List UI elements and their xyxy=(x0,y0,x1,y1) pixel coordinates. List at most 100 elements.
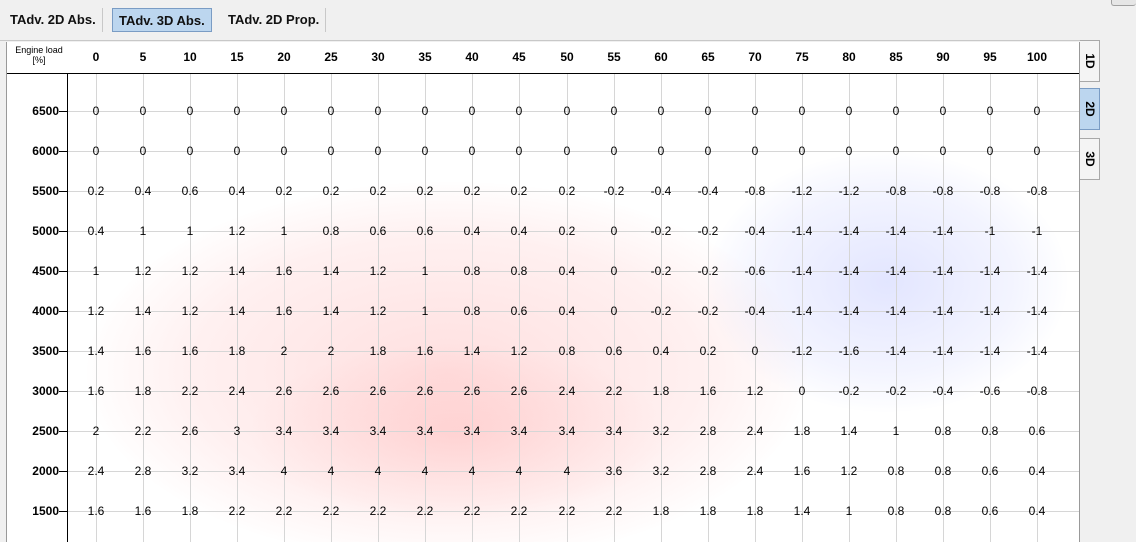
map-cell[interactable]: 1.8 xyxy=(652,504,670,518)
map-cell[interactable]: 2.2 xyxy=(134,424,152,438)
map-cell[interactable]: 1.2 xyxy=(369,264,387,278)
map-cell[interactable]: -0.4 xyxy=(650,184,672,198)
map-cell[interactable]: 0 xyxy=(280,104,288,118)
map-cell[interactable]: 3.4 xyxy=(369,424,387,438)
tab-tadv-2d-abs[interactable]: TAdv. 2D Abs. xyxy=(4,8,103,32)
map-cell[interactable]: 1.4 xyxy=(463,344,481,358)
map-cell[interactable]: 1.6 xyxy=(275,304,293,318)
map-cell[interactable]: 1.8 xyxy=(652,384,670,398)
map-cell[interactable]: -1 xyxy=(1031,224,1043,238)
map-cell[interactable]: -0.4 xyxy=(932,384,954,398)
map-cell[interactable]: 0.6 xyxy=(605,344,623,358)
map-cell[interactable]: 2.2 xyxy=(322,504,340,518)
map-cell[interactable]: 3.2 xyxy=(652,464,670,478)
map-cell[interactable]: 0.4 xyxy=(1028,504,1046,518)
map-cell[interactable]: 4 xyxy=(468,464,476,478)
map-cell[interactable]: 1.2 xyxy=(134,264,152,278)
map-cell[interactable]: 0.4 xyxy=(228,184,246,198)
map-cell[interactable]: 2.8 xyxy=(134,464,152,478)
map-cell[interactable]: 0 xyxy=(751,144,759,158)
map-cell[interactable]: 2.2 xyxy=(416,504,434,518)
map-cell[interactable]: 0.4 xyxy=(652,344,670,358)
map-cell[interactable]: 0.4 xyxy=(558,304,576,318)
map-cell[interactable]: 1.8 xyxy=(181,504,199,518)
map-cell[interactable]: 0 xyxy=(468,104,476,118)
map-cell[interactable]: -0.2 xyxy=(650,264,672,278)
map-cell[interactable]: 2.2 xyxy=(463,504,481,518)
map-cell[interactable]: 0 xyxy=(421,104,429,118)
map-cell[interactable]: 3 xyxy=(233,424,241,438)
map-cell[interactable]: 0 xyxy=(468,144,476,158)
map-cell[interactable]: -1.4 xyxy=(932,344,954,358)
map-cell[interactable]: 0.8 xyxy=(934,464,952,478)
map-cell[interactable]: 1.8 xyxy=(699,504,717,518)
map-cell[interactable]: -1.4 xyxy=(932,264,954,278)
map-cell[interactable]: 0 xyxy=(374,104,382,118)
map-cell[interactable]: 0 xyxy=(892,144,900,158)
map-cell[interactable]: 0.4 xyxy=(134,184,152,198)
map-cell[interactable]: 1.4 xyxy=(840,424,858,438)
map-cell[interactable]: -0.2 xyxy=(650,304,672,318)
map-cell[interactable]: 1 xyxy=(892,424,900,438)
map-cell[interactable]: -0.2 xyxy=(697,224,719,238)
map-cell[interactable]: 0 xyxy=(751,344,759,358)
map-cell[interactable]: -0.6 xyxy=(744,264,766,278)
map-cell[interactable]: 0 xyxy=(186,144,194,158)
map-cell[interactable]: 2.2 xyxy=(510,504,528,518)
map-cell[interactable]: 0 xyxy=(892,104,900,118)
map-cell[interactable]: -0.8 xyxy=(979,184,1001,198)
map-cell[interactable]: 0 xyxy=(610,264,618,278)
map-cell[interactable]: 0.6 xyxy=(416,224,434,238)
map-cell[interactable]: 0 xyxy=(704,144,712,158)
map-cell[interactable]: 1.2 xyxy=(369,304,387,318)
map-cell[interactable]: 1 xyxy=(139,224,147,238)
map-cell[interactable]: 1.8 xyxy=(228,344,246,358)
map-cell[interactable]: 0.2 xyxy=(558,224,576,238)
map-cell[interactable]: 4 xyxy=(374,464,382,478)
map-cell[interactable]: 0 xyxy=(139,144,147,158)
map-cell[interactable]: 1.2 xyxy=(87,304,105,318)
map-cell[interactable]: 0.2 xyxy=(87,184,105,198)
map-cell[interactable]: 3.4 xyxy=(228,464,246,478)
map-cell[interactable]: -1.4 xyxy=(979,304,1001,318)
map-cell[interactable]: 0.2 xyxy=(558,184,576,198)
map-cell[interactable]: -1.4 xyxy=(885,304,907,318)
map-cell[interactable]: 2.6 xyxy=(369,384,387,398)
tab-2d-view[interactable]: 2D xyxy=(1080,88,1100,130)
map-cell[interactable]: 1.2 xyxy=(228,224,246,238)
map-cell[interactable]: 1.8 xyxy=(793,424,811,438)
map-cell[interactable]: 0.2 xyxy=(463,184,481,198)
map-cell[interactable]: 3.6 xyxy=(605,464,623,478)
map-cell[interactable]: 4 xyxy=(421,464,429,478)
map-cell[interactable]: 3.4 xyxy=(322,424,340,438)
map-cell[interactable]: 0 xyxy=(798,144,806,158)
map-cell[interactable]: 1.4 xyxy=(322,304,340,318)
map-cell[interactable]: 2.6 xyxy=(416,384,434,398)
map-cell[interactable]: 0.2 xyxy=(275,184,293,198)
map-cell[interactable]: -1.4 xyxy=(885,344,907,358)
map-cell[interactable]: 1.6 xyxy=(699,384,717,398)
map-cell[interactable]: 0.8 xyxy=(322,224,340,238)
map-cell[interactable]: 0.8 xyxy=(463,304,481,318)
map-cell[interactable]: 1.6 xyxy=(416,344,434,358)
map-cell[interactable]: 0 xyxy=(1033,104,1041,118)
scrollbar-stub[interactable] xyxy=(1111,0,1136,6)
map-cell[interactable]: 0.8 xyxy=(510,264,528,278)
map-cell[interactable]: -1.6 xyxy=(838,344,860,358)
map-cell[interactable]: 0.4 xyxy=(1028,464,1046,478)
map-cell[interactable]: 0.2 xyxy=(416,184,434,198)
map-cell[interactable]: 0.8 xyxy=(887,504,905,518)
map-cell[interactable]: -1.4 xyxy=(1026,344,1048,358)
map-cell[interactable]: 2.4 xyxy=(746,464,764,478)
map-cell[interactable]: 1.4 xyxy=(87,344,105,358)
map-cell[interactable]: 2.2 xyxy=(558,504,576,518)
map-cell[interactable]: 0 xyxy=(327,104,335,118)
map-cell[interactable]: -0.8 xyxy=(744,184,766,198)
map-cell[interactable]: -1.2 xyxy=(838,184,860,198)
map-cell[interactable]: -1.4 xyxy=(979,344,1001,358)
map-cell[interactable]: -0.8 xyxy=(1026,184,1048,198)
map-cell[interactable]: 0.6 xyxy=(510,304,528,318)
map-cell[interactable]: 1.6 xyxy=(87,384,105,398)
map-cell[interactable]: 0.6 xyxy=(981,464,999,478)
map-cell[interactable]: 0 xyxy=(939,144,947,158)
